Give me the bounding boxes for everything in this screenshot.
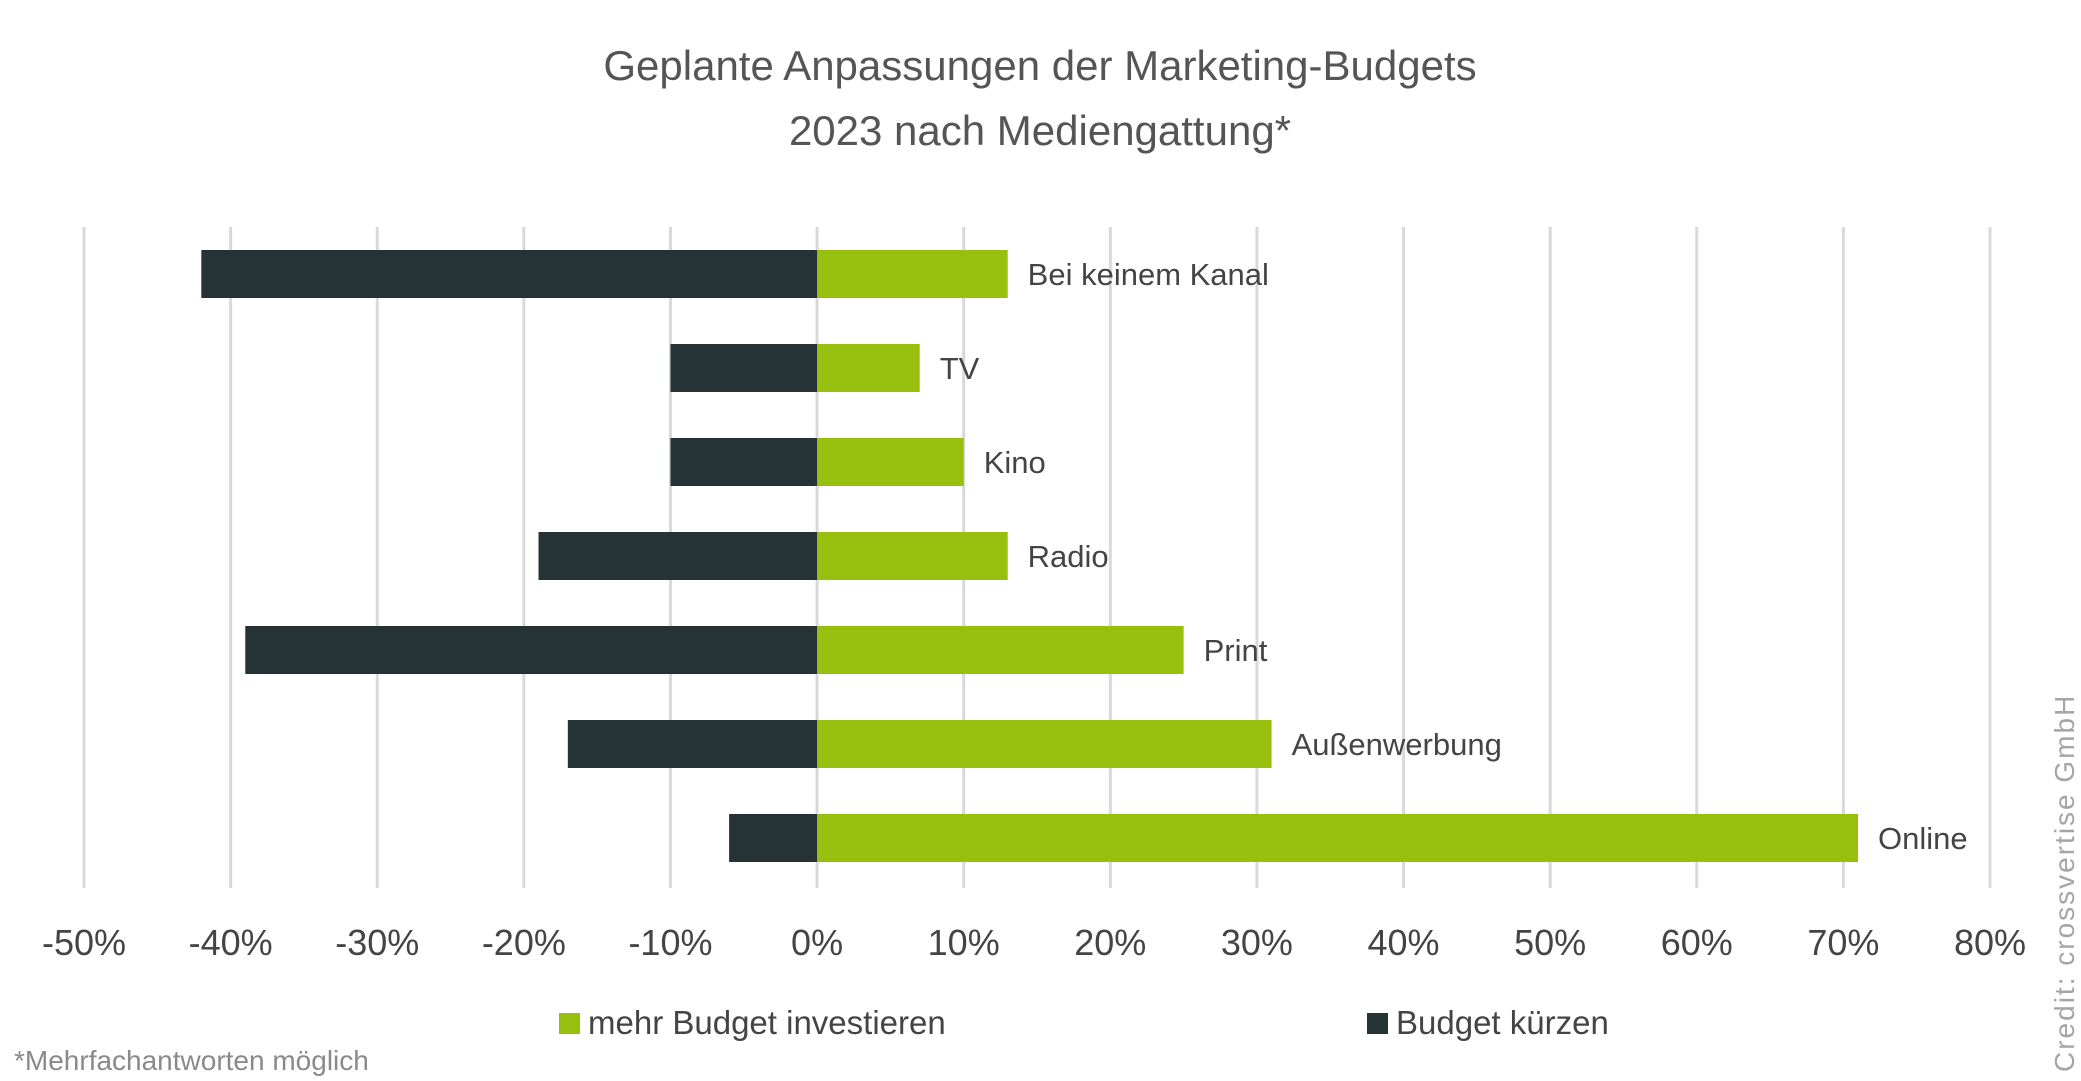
bar-decrease [567,720,818,768]
legend-label-mehr-budget: mehr Budget investieren [588,1004,946,1041]
x-tick-label: -10% [628,922,712,963]
bar-decrease [538,532,818,580]
legend-label-budget-kuerzen: Budget kürzen [1396,1004,1609,1041]
legend: mehr Budget investieren Budget kürzen [559,1004,1609,1041]
category-label: Außenwerbung [1292,727,1502,762]
category-label: TV [940,351,980,386]
legend-swatch-mehr-budget [559,1013,580,1034]
bar-increase [817,250,1008,298]
chart-title: Geplante Anpassungen der Marketing-Budge… [603,42,1476,89]
category-label: Print [1204,633,1268,668]
bar-decrease [245,626,818,674]
category-label: Radio [1028,539,1109,574]
footnote: *Mehrfachantworten möglich [14,1045,369,1076]
category-labels: Bei keinem Kanal TV Kino Radio Print Außenwer… [940,257,1968,856]
x-axis-ticks: -50% -40% -30% -20% -10% 0% 10% 20% 30% 40% 50% 60%… [42,922,2026,963]
x-tick-label: 80% [1954,922,2026,963]
bar-increase [817,626,1184,674]
x-tick-label: -20% [482,922,566,963]
x-tick-label: -50% [42,922,126,963]
x-tick-label: 0% [791,922,843,963]
category-label: Online [1878,821,1968,856]
bar-increase [817,814,1859,862]
category-label: Bei keinem Kanal [1028,257,1269,292]
chart-subtitle: 2023 nach Mediengattung* [789,107,1291,154]
bars [201,250,1859,862]
x-tick-label: 50% [1514,922,1586,963]
credit-label: Credit: crossvertise GmbH [2049,694,2080,1072]
bar-decrease [201,250,818,298]
bar-decrease [670,344,818,392]
x-tick-label: -30% [335,922,419,963]
bar-decrease [670,438,818,486]
x-tick-label: 40% [1368,922,1440,963]
x-tick-label: 60% [1661,922,1733,963]
bar-decrease [729,814,818,862]
x-tick-label: -40% [189,922,273,963]
legend-swatch-budget-kuerzen [1367,1013,1388,1034]
category-label: Kino [984,445,1046,480]
x-tick-label: 20% [1074,922,1146,963]
bar-increase [817,438,964,486]
bar-increase [817,720,1272,768]
bar-increase [817,344,920,392]
x-tick-label: 10% [928,922,1000,963]
bar-increase [817,532,1008,580]
x-tick-label: 70% [1807,922,1879,963]
x-tick-label: 30% [1221,922,1293,963]
